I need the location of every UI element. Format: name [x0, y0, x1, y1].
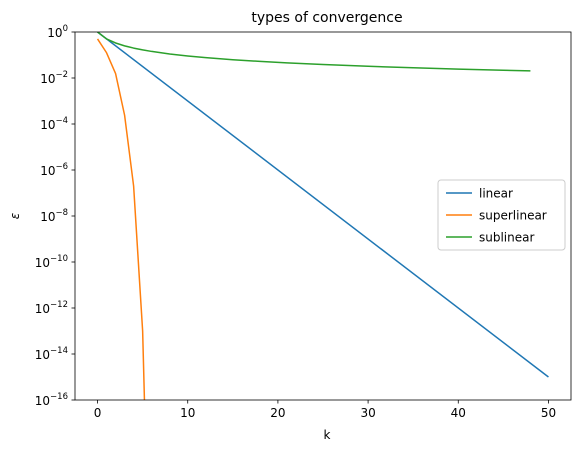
series-line-superlinear — [96, 38, 146, 400]
y-tick-label: 10−16 — [35, 392, 68, 408]
plot-frame — [74, 31, 572, 401]
y-tick-label: 10−8 — [40, 208, 68, 224]
x-tick-label: 30 — [360, 406, 375, 420]
y-tick-label: 10−4 — [40, 116, 68, 132]
y-tick-label: 10−2 — [40, 70, 68, 86]
x-tick-label: 0 — [94, 406, 102, 420]
y-axis-label: ε — [8, 212, 22, 219]
x-tick-label: 20 — [270, 406, 285, 420]
chart-title: types of convergence — [251, 10, 402, 26]
y-tick-label: 10−14 — [35, 346, 68, 362]
legend-label-sublinear: sublinear — [479, 231, 534, 245]
y-tick-label: 10−6 — [40, 162, 68, 178]
y-tick-label: 10−10 — [35, 254, 68, 270]
legend-box — [437, 179, 566, 251]
series-line-sublinear — [97, 32, 531, 72]
legend-label-linear: linear — [479, 187, 513, 201]
series-layer — [96, 32, 549, 400]
y-tick-label: 100 — [47, 24, 68, 40]
series-line-linear — [97, 32, 549, 378]
legend: linear superlinear sublinear — [437, 179, 566, 251]
y-tick-label: 10−12 — [35, 300, 68, 316]
x-axis-label: k — [324, 428, 331, 442]
axis-ticks: 0 10 20 30 40 50 10−16 10−14 10−12 10−10 10−8 10−6 1… — [35, 24, 556, 420]
legend-label-superlinear: superlinear — [479, 209, 547, 223]
x-tick-label: 50 — [541, 406, 556, 420]
x-tick-label: 10 — [180, 406, 195, 420]
x-tick-label: 40 — [451, 406, 466, 420]
